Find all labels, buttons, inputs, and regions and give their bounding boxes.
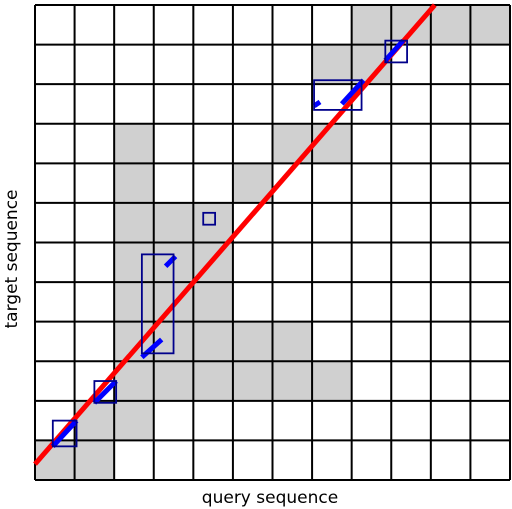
- shaded-cell: [114, 282, 154, 322]
- shaded-cell: [154, 361, 194, 401]
- shaded-cell: [75, 440, 115, 480]
- shaded-cell: [391, 5, 431, 45]
- shaded-cell: [114, 243, 154, 283]
- x-axis-label: query sequence: [202, 488, 338, 508]
- shaded-cell: [114, 401, 154, 441]
- shaded-cell: [114, 124, 154, 164]
- shaded-cell: [193, 203, 233, 243]
- shaded-cell: [273, 322, 313, 362]
- shaded-cell: [352, 5, 392, 45]
- shaded-cell: [233, 361, 273, 401]
- shaded-cell: [312, 124, 352, 164]
- shaded-cell: [114, 203, 154, 243]
- shaded-cell: [470, 5, 510, 45]
- shaded-cell: [233, 322, 273, 362]
- shaded-cell: [312, 361, 352, 401]
- shaded-cell: [273, 124, 313, 164]
- shaded-cell: [193, 361, 233, 401]
- shaded-cell: [273, 361, 313, 401]
- shaded-cell: [193, 322, 233, 362]
- shaded-cell: [193, 282, 233, 322]
- y-axis-label: target sequence: [2, 189, 22, 328]
- shaded-cell: [431, 5, 471, 45]
- shaded-cell: [154, 203, 194, 243]
- shaded-cell: [75, 401, 115, 441]
- shaded-cell: [114, 322, 154, 362]
- shaded-cell: [114, 163, 154, 203]
- shaded-cell: [312, 45, 352, 85]
